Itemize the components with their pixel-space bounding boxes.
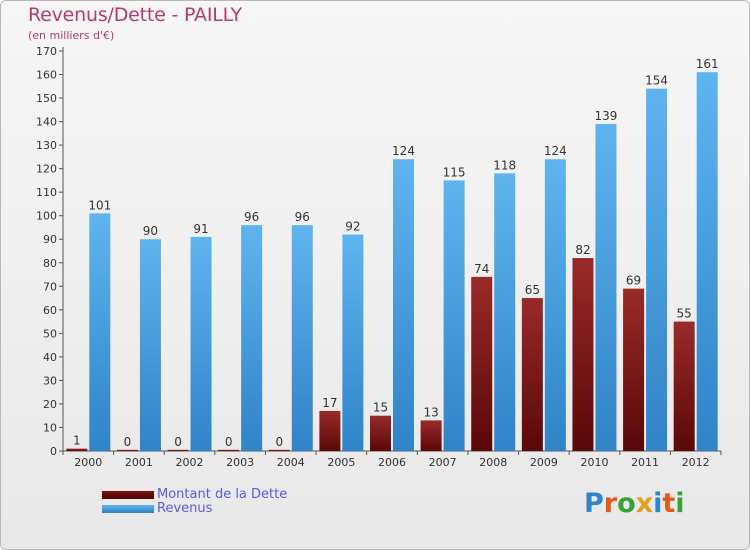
data-label-debt: 55 bbox=[677, 307, 692, 321]
bar-revenue bbox=[89, 213, 111, 451]
data-label-revenue: 118 bbox=[493, 158, 516, 172]
bar-revenue bbox=[241, 225, 263, 451]
y-tick-label: 0 bbox=[50, 445, 57, 458]
y-tick-label: 40 bbox=[43, 351, 57, 364]
data-label-debt: 13 bbox=[423, 405, 438, 419]
data-label-revenue: 90 bbox=[143, 224, 158, 238]
bar-debt bbox=[370, 415, 391, 451]
x-tick-label: 2011 bbox=[631, 456, 659, 469]
bar-revenue bbox=[190, 236, 212, 451]
legend-label-revenue: Revenus bbox=[157, 501, 213, 516]
bar-debt bbox=[471, 276, 493, 451]
y-tick-label: 130 bbox=[36, 139, 57, 152]
y-tick-label: 150 bbox=[36, 92, 57, 105]
bar-debt bbox=[268, 449, 290, 451]
bar-revenue bbox=[595, 123, 617, 452]
data-label-debt: 0 bbox=[275, 435, 283, 449]
data-label-debt: 74 bbox=[474, 262, 489, 276]
data-label-debt: 0 bbox=[174, 435, 182, 449]
data-label-debt: 65 bbox=[525, 283, 540, 297]
logo-letter: P bbox=[584, 488, 604, 519]
legend-swatch-revenue bbox=[102, 505, 154, 513]
bar-revenue bbox=[291, 225, 313, 451]
x-tick-label: 2009 bbox=[530, 456, 558, 469]
logo-letter: o bbox=[617, 488, 636, 519]
bar-revenue bbox=[342, 234, 364, 451]
data-label-debt: 1 bbox=[73, 434, 81, 448]
y-tick-label: 30 bbox=[43, 374, 57, 387]
bar-debt bbox=[673, 321, 695, 451]
bar-revenue bbox=[494, 173, 516, 451]
chart-subtitle: (en milliers d'€) bbox=[28, 29, 115, 42]
logo-letter: i bbox=[675, 488, 685, 519]
x-tick-label: 2004 bbox=[277, 456, 305, 469]
x-tick-label: 2006 bbox=[378, 456, 406, 469]
y-tick-label: 110 bbox=[36, 186, 57, 199]
data-label-revenue: 96 bbox=[295, 210, 310, 224]
bar-debt bbox=[420, 420, 442, 451]
y-tick-label: 20 bbox=[43, 398, 57, 411]
data-label-debt: 0 bbox=[225, 435, 233, 449]
data-label-revenue: 124 bbox=[392, 144, 415, 158]
data-label-debt: 0 bbox=[124, 435, 132, 449]
data-label-revenue: 101 bbox=[88, 198, 111, 212]
x-tick-label: 2007 bbox=[429, 456, 457, 469]
logo-letter: r bbox=[603, 488, 618, 519]
y-tick-label: 170 bbox=[36, 45, 57, 58]
data-label-revenue: 96 bbox=[244, 210, 259, 224]
data-label-revenue: 161 bbox=[696, 57, 719, 71]
bar-debt bbox=[623, 288, 645, 451]
data-label-revenue: 92 bbox=[345, 220, 360, 234]
data-label-debt: 82 bbox=[575, 243, 590, 257]
bar-debt bbox=[116, 449, 138, 451]
legend-swatch-debt bbox=[102, 491, 154, 499]
bar-revenue bbox=[443, 180, 465, 452]
y-tick-label: 90 bbox=[43, 233, 57, 246]
y-tick-label: 60 bbox=[43, 304, 57, 317]
data-label-revenue: 139 bbox=[595, 109, 618, 123]
logo-letter: i bbox=[653, 488, 663, 519]
y-tick-label: 70 bbox=[43, 280, 57, 293]
data-label-debt: 69 bbox=[626, 274, 641, 288]
logo-letter: x bbox=[635, 488, 654, 519]
y-tick-label: 50 bbox=[43, 327, 57, 340]
x-tick-label: 2003 bbox=[226, 456, 254, 469]
bar-debt bbox=[167, 449, 189, 451]
data-label-debt: 15 bbox=[373, 401, 388, 415]
y-tick-label: 80 bbox=[43, 257, 57, 270]
x-tick-label: 2005 bbox=[327, 456, 355, 469]
x-tick-label: 2010 bbox=[580, 456, 608, 469]
chart-title: Revenus/Dette - PAILLY bbox=[28, 4, 242, 26]
bar-revenue bbox=[696, 72, 718, 452]
data-label-revenue: 115 bbox=[443, 165, 466, 179]
data-label-revenue: 124 bbox=[544, 144, 567, 158]
bar-debt bbox=[319, 411, 341, 451]
bar-debt bbox=[521, 298, 543, 451]
y-tick-label: 10 bbox=[43, 421, 57, 434]
data-label-debt: 17 bbox=[322, 396, 337, 410]
bar-debt bbox=[572, 258, 594, 451]
y-tick-label: 160 bbox=[36, 69, 57, 82]
bar-revenue bbox=[646, 88, 668, 451]
proxiti-logo: Proxiti bbox=[584, 488, 685, 519]
bar-debt bbox=[218, 449, 240, 451]
bar-revenue bbox=[393, 159, 414, 451]
x-tick-label: 2008 bbox=[479, 456, 507, 469]
bar-debt bbox=[66, 448, 88, 451]
logo-letter: t bbox=[662, 488, 676, 519]
y-tick-label: 100 bbox=[36, 210, 57, 223]
x-tick-label: 2012 bbox=[682, 456, 710, 469]
bar-revenue bbox=[139, 239, 161, 451]
x-tick-label: 2000 bbox=[74, 456, 102, 469]
data-label-revenue: 154 bbox=[645, 74, 668, 88]
data-label-revenue: 91 bbox=[193, 222, 208, 236]
bar-revenue bbox=[544, 159, 566, 451]
y-tick-label: 120 bbox=[36, 163, 57, 176]
y-tick-label: 140 bbox=[36, 116, 57, 129]
x-tick-label: 2002 bbox=[176, 456, 204, 469]
x-tick-label: 2001 bbox=[125, 456, 153, 469]
legend-label-debt: Montant de la Dette bbox=[157, 487, 288, 502]
